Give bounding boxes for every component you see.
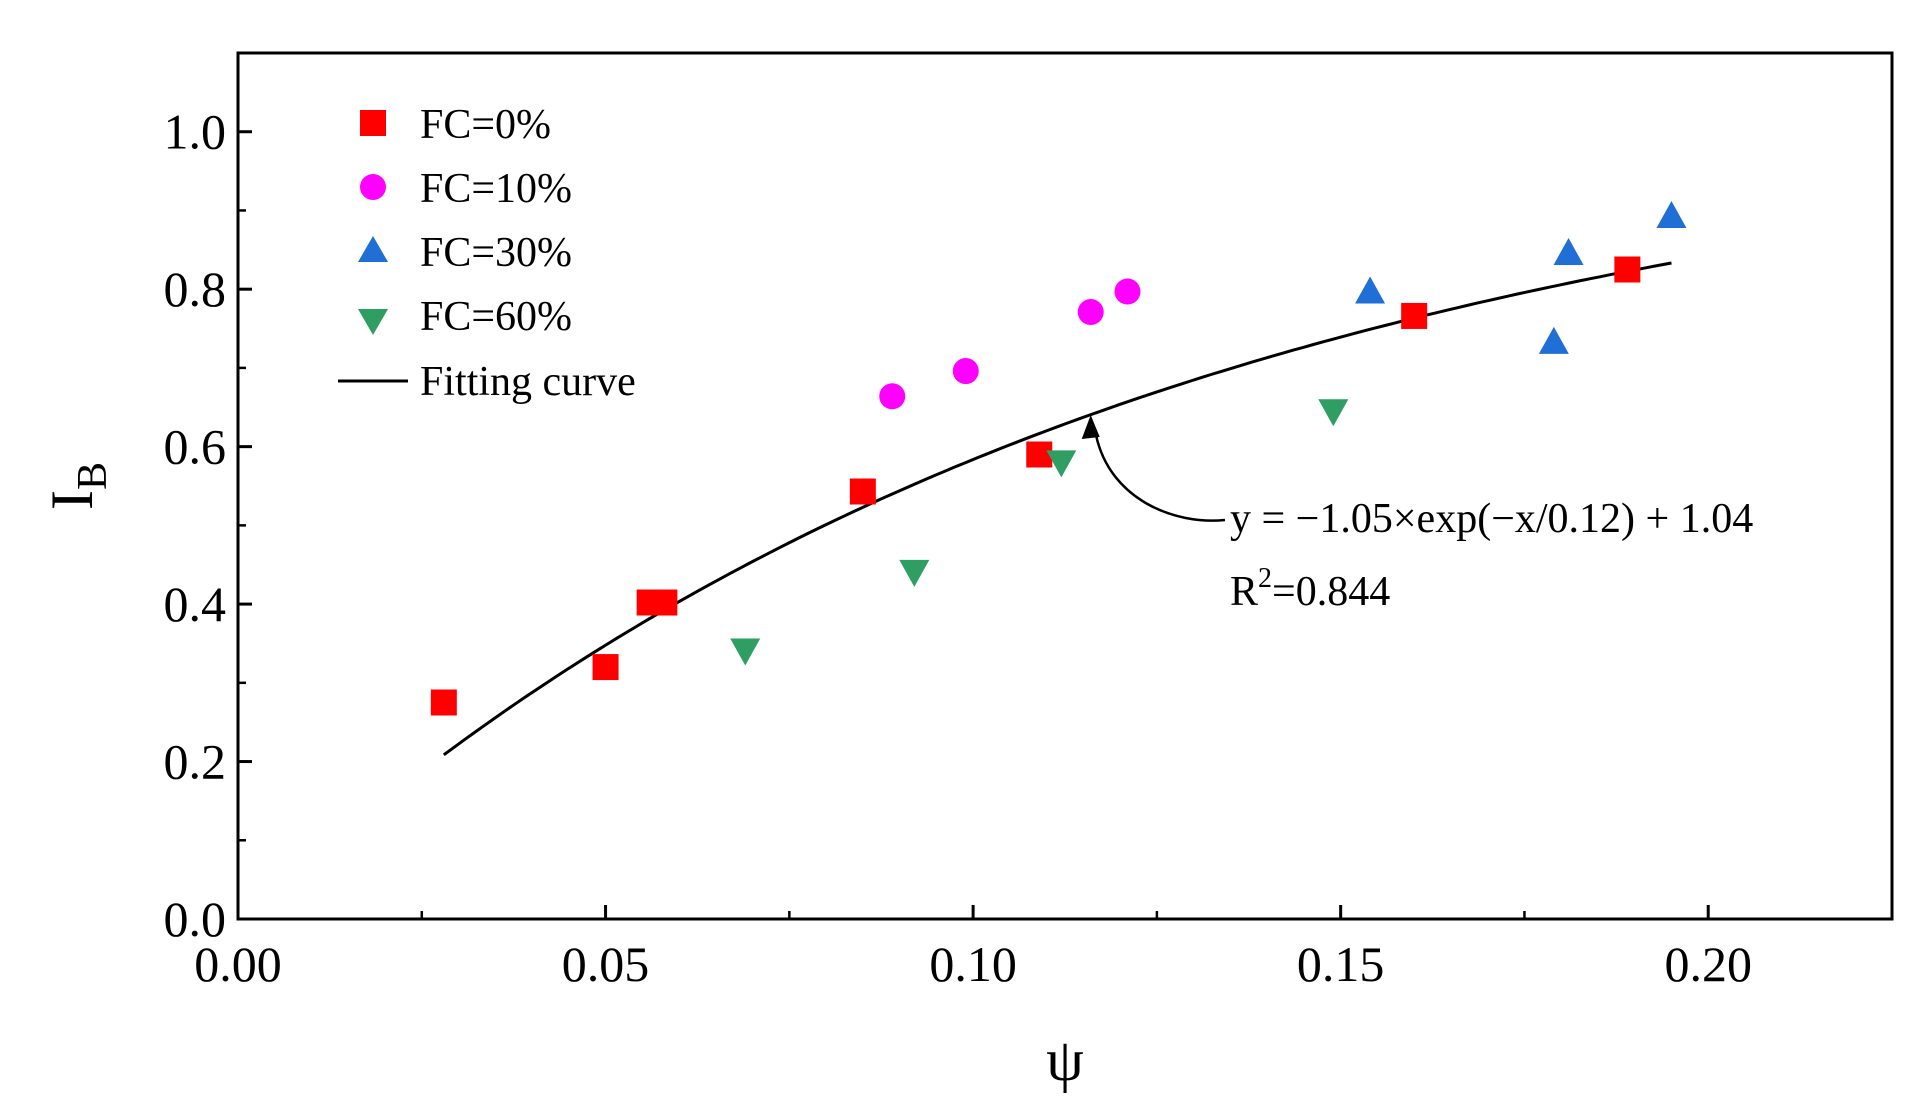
x-tick-label: 0.00 (194, 936, 282, 992)
data-point-circle (952, 358, 979, 385)
data-point-square (430, 689, 457, 716)
legend-label-fc0: FC=0% (420, 102, 551, 148)
y-axis-title-main: I (39, 490, 105, 510)
data-point-triangle-up (1355, 276, 1386, 304)
plot-frame (236, 51, 1894, 921)
data-point-circle (879, 383, 906, 410)
data-point-circle (1114, 278, 1141, 305)
data-point-circle (1077, 299, 1104, 326)
legend-marker-fc30 (358, 236, 388, 262)
data-point-square (651, 589, 678, 616)
data-point-triangle-down (899, 559, 930, 587)
x-tick-label: 0.10 (929, 936, 1017, 992)
fit-curve (442, 261, 1672, 757)
x-axis-ticks: 0.00 0.05 0.10 0.15 0.20 (194, 905, 1752, 992)
x-tick-label: 0.05 (562, 936, 650, 992)
legend-marker-fc0 (360, 110, 386, 136)
fit-r-squared: R2=0.844 (1230, 563, 1390, 615)
fit-equation: y = −1.05×exp(−x/0.12) + 1.04 (1230, 496, 1753, 542)
x-tick-label: 0.15 (1297, 936, 1385, 992)
x-tick-label: 0.20 (1664, 936, 1752, 992)
data-point-triangle-up (1553, 237, 1584, 265)
annotation-arrow-shaft (1094, 434, 1226, 522)
legend-label-fit: Fitting curve (420, 359, 636, 405)
x-axis-title: ψ (1046, 1027, 1084, 1093)
r2-prefix: R (1230, 569, 1258, 615)
r2-superscript: 2 (1258, 563, 1272, 594)
data-point-triangle-down (1046, 450, 1077, 478)
y-tick-label: 0.2 (164, 734, 227, 790)
y-tick-label: 0.0 (164, 891, 227, 947)
data-point-triangle-down (1318, 399, 1349, 427)
y-axis-ticks: 0.0 0.2 0.4 0.6 0.8 1.0 (164, 104, 252, 947)
y-tick-label: 1.0 (164, 104, 227, 160)
svg-text:IB: IB (39, 462, 116, 510)
y-tick-label: 0.4 (164, 576, 227, 632)
data-point-triangle-down (730, 638, 761, 666)
y-axis-title: IB (39, 462, 116, 510)
fit-annotation: y = −1.05×exp(−x/0.12) + 1.04 R2=0.844 (1081, 414, 1753, 615)
data-point-square (1401, 302, 1428, 329)
data-point-triangle-up (1538, 326, 1569, 354)
legend-label-fc60: FC=60% (420, 294, 572, 340)
data-points-layer (430, 200, 1687, 716)
data-point-square (849, 478, 876, 505)
r2-value: =0.844 (1272, 569, 1390, 615)
data-point-square (1026, 441, 1053, 468)
y-axis-title-subscript: B (70, 462, 116, 490)
legend-marker-fc60 (358, 309, 388, 335)
legend-label-fc30: FC=30% (420, 230, 572, 276)
data-point-square (592, 654, 619, 681)
data-point-triangle-up (1656, 200, 1687, 228)
data-point-square (1614, 256, 1641, 283)
annotation-arrowhead (1081, 414, 1100, 439)
y-tick-label: 0.8 (164, 261, 227, 317)
legend-label-fc10: FC=10% (420, 166, 572, 212)
legend-marker-fc10 (360, 174, 386, 200)
legend: FC=0% FC=10% FC=30% FC=60% Fitting curve (338, 102, 636, 405)
fit-curve-layer (442, 261, 1672, 757)
y-tick-label: 0.6 (164, 419, 227, 475)
